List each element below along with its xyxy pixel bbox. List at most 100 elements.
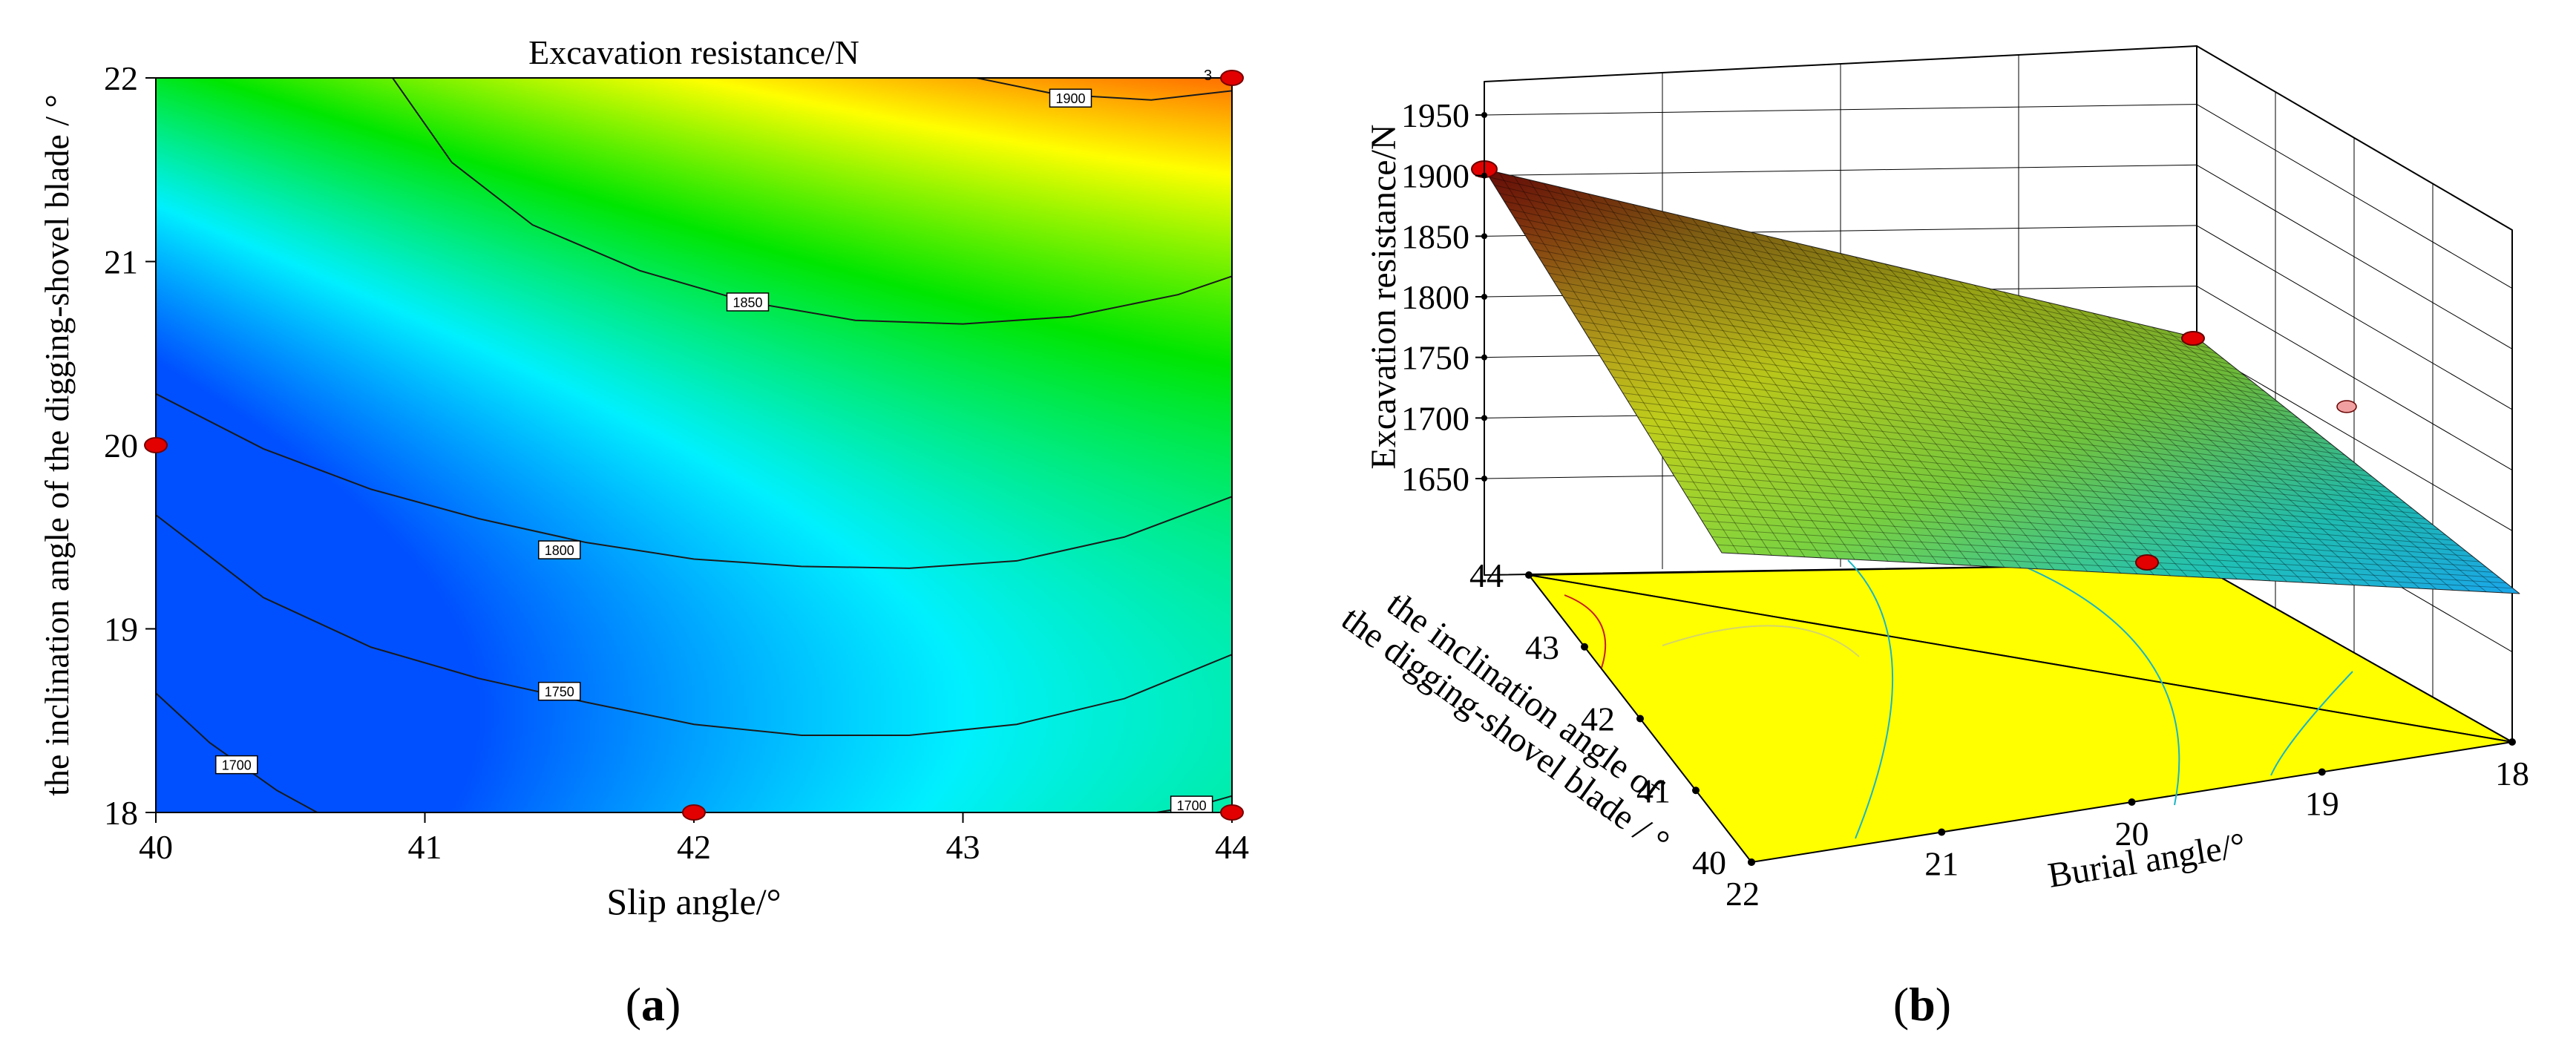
y-tick-dot bbox=[1748, 858, 1755, 866]
mesh-line bbox=[1840, 253, 2121, 574]
mesh-line bbox=[2137, 323, 2454, 591]
contour-label-box bbox=[1170, 795, 1213, 812]
contour-label-text: 1750 bbox=[545, 685, 574, 700]
z-tick-label: 1800 bbox=[1401, 278, 1469, 316]
mesh-line bbox=[1628, 400, 2392, 493]
mesh-line bbox=[1780, 239, 2055, 571]
y-axis-label: the inclination angle of the digging-sho… bbox=[38, 94, 76, 796]
mesh-line bbox=[1528, 179, 1772, 556]
x-tick-label: 43 bbox=[946, 828, 980, 866]
mesh-line bbox=[2181, 333, 2503, 594]
x-tick-label: 44 bbox=[1215, 828, 1249, 866]
mesh-line bbox=[1657, 448, 2433, 525]
z-tick-dot bbox=[1481, 294, 1487, 300]
contour-label-text: 1700 bbox=[1177, 798, 1207, 813]
mesh-line bbox=[1647, 207, 1905, 562]
y-tick-label: 22 bbox=[104, 59, 138, 97]
mesh-line bbox=[1538, 256, 2271, 397]
contour-line bbox=[156, 514, 1232, 737]
mesh-line bbox=[2166, 330, 2487, 593]
mesh-line bbox=[1602, 197, 1855, 560]
mesh-line bbox=[1899, 267, 2188, 577]
z-tick-dot bbox=[1481, 112, 1487, 118]
mesh-line bbox=[1573, 190, 1822, 559]
contour-label: 1850 bbox=[726, 292, 770, 312]
design-point bbox=[682, 804, 706, 821]
mesh-line bbox=[1959, 280, 2255, 581]
contour-label-text: 1900 bbox=[1055, 91, 1085, 106]
z-tick-label: 1900 bbox=[1401, 157, 1469, 195]
floor-contour bbox=[2003, 557, 2180, 806]
contour-label-box bbox=[726, 292, 770, 312]
mesh-line bbox=[1528, 240, 2258, 387]
z-tick-dot bbox=[1481, 172, 1487, 179]
z-tick-label: 1850 bbox=[1401, 217, 1469, 255]
floor-contour-yellow bbox=[1662, 625, 1860, 657]
mesh-line bbox=[1717, 544, 2513, 589]
mesh-line bbox=[1711, 536, 2506, 584]
contour-label-text: 1850 bbox=[733, 295, 762, 310]
mesh-line bbox=[1489, 177, 2204, 344]
z-axis-label: Excavation resistance/N bbox=[1364, 124, 1403, 469]
contour-label-text: 1800 bbox=[545, 543, 574, 558]
mesh-line bbox=[1524, 232, 2251, 381]
mesh-line bbox=[1568, 304, 2312, 429]
y-tick-dot bbox=[1581, 643, 1588, 651]
contour-line bbox=[156, 393, 1232, 569]
mesh-line bbox=[1721, 225, 1988, 567]
mesh-line bbox=[1498, 192, 2218, 355]
x-axis-ticks: 22 21 20 19 18 bbox=[1725, 738, 2529, 913]
mesh-line bbox=[1607, 368, 2365, 472]
x-tick-label: 20 bbox=[2115, 815, 2149, 853]
panel-a-letter: a bbox=[641, 978, 665, 1031]
mesh-line bbox=[2048, 302, 2354, 585]
mesh-line bbox=[1647, 432, 2419, 514]
y-tick-label: 19 bbox=[104, 611, 138, 648]
mesh-line bbox=[1988, 288, 2287, 582]
y-tick-label: 43 bbox=[1525, 628, 1559, 666]
mesh-line bbox=[2107, 316, 2420, 589]
mesh-line bbox=[2151, 326, 2471, 591]
design-point-label: 3 bbox=[1204, 68, 1212, 84]
mesh-line bbox=[1973, 284, 2271, 582]
design-point bbox=[1220, 70, 1244, 86]
mesh-line bbox=[2062, 306, 2370, 587]
mesh-line bbox=[1766, 235, 2038, 570]
mesh-line bbox=[1677, 480, 2459, 546]
mesh-line bbox=[1691, 217, 1955, 565]
mesh-line bbox=[1884, 263, 2172, 577]
mesh-line bbox=[1548, 272, 2284, 407]
mesh-line bbox=[1593, 344, 2345, 456]
mesh-line bbox=[1869, 260, 2154, 576]
heatmap-fill bbox=[156, 78, 1232, 812]
x-tick-label: 41 bbox=[408, 828, 442, 866]
x-axis-label: Slip angle/° bbox=[606, 881, 781, 922]
x-tick-dot bbox=[2508, 738, 2516, 746]
mesh-line bbox=[1944, 278, 2238, 579]
design-point bbox=[2181, 331, 2205, 346]
mesh-line bbox=[1578, 321, 2325, 440]
x-tick-label: 22 bbox=[1725, 875, 1760, 913]
mesh-line bbox=[1687, 496, 2473, 557]
mesh-line bbox=[1662, 211, 1922, 564]
y-tick-label: 21 bbox=[104, 243, 138, 281]
mesh-line bbox=[1543, 183, 1789, 556]
mesh-line bbox=[1667, 464, 2446, 536]
contour-label-box bbox=[215, 755, 258, 775]
panel-a-title: Excavation resistance/N bbox=[528, 33, 859, 71]
mesh-line bbox=[1494, 185, 2211, 349]
mesh-line bbox=[1706, 528, 2500, 578]
design-points bbox=[144, 70, 1244, 821]
floor-contour bbox=[2270, 671, 2353, 776]
z-tick-label: 1650 bbox=[1401, 460, 1469, 498]
surface-mesh bbox=[1489, 172, 2513, 594]
mesh-line bbox=[1617, 200, 1872, 561]
y-axis-ticks: 40 41 42 43 44 bbox=[1469, 556, 1755, 881]
y-tick-label: 41 bbox=[1636, 772, 1671, 810]
x-tick-label: 21 bbox=[1924, 845, 1959, 883]
mesh-line bbox=[2122, 319, 2437, 590]
contour-label: 1800 bbox=[538, 540, 581, 559]
floor-contours bbox=[1847, 557, 2353, 839]
mesh-line bbox=[1587, 336, 2339, 450]
design-point bbox=[2135, 554, 2159, 571]
